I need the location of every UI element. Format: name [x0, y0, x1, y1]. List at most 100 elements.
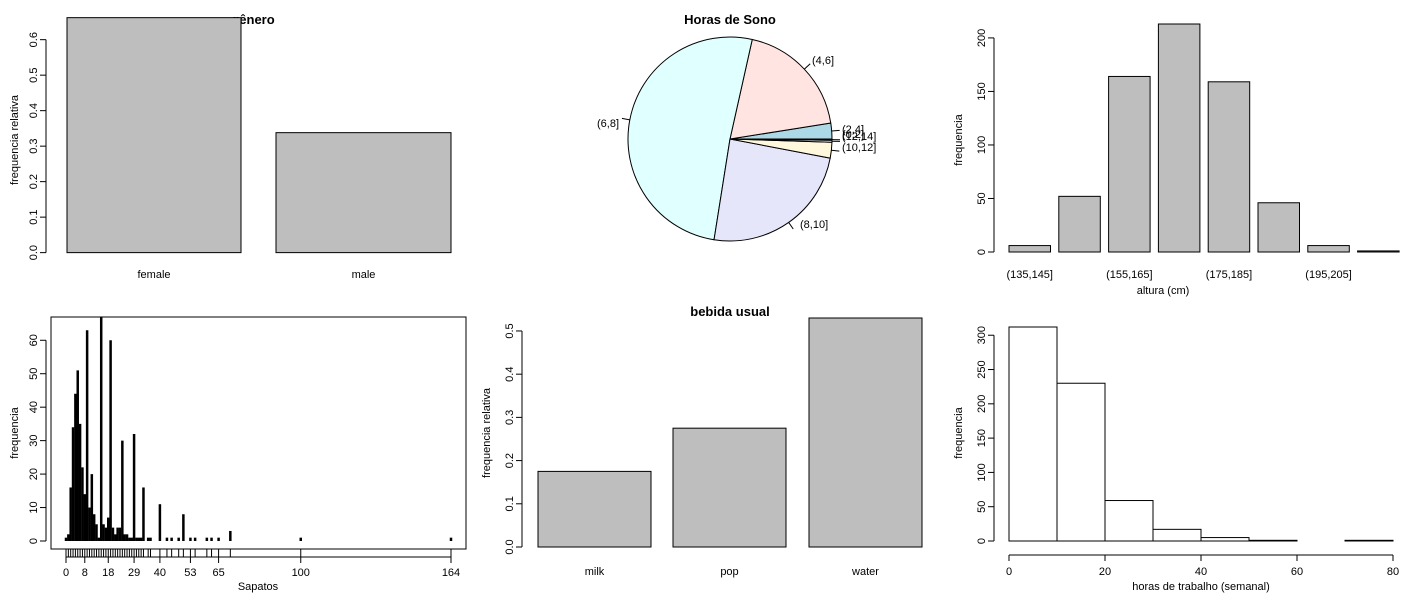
y-tick-label: 0.0: [504, 539, 516, 554]
y-tick-label: 0: [976, 538, 988, 544]
x-category-label: male: [352, 269, 376, 281]
y-tick-label: 0.5: [504, 323, 516, 338]
x-category-label: (135,145]: [1007, 269, 1053, 281]
x-category-label: (175,185]: [1206, 269, 1252, 281]
y-axis-label: frequencia: [953, 406, 965, 458]
y-tick-label: 10: [28, 501, 40, 513]
x-tick-label: 164: [442, 567, 460, 579]
y-tick-label: 0.4: [28, 103, 40, 118]
y-tick-label: 0: [28, 538, 40, 544]
y-tick-label: 20: [28, 468, 40, 480]
x-category-label: water: [851, 566, 879, 578]
x-tick-label: 29: [128, 567, 140, 579]
bar-water: [809, 318, 922, 547]
x-category-label: female: [137, 269, 170, 281]
histogram-bin: [1201, 538, 1249, 541]
bar-(175,185]: [1208, 82, 1250, 252]
y-tick-label: 60: [28, 334, 40, 346]
x-tick-label: 8: [82, 567, 88, 579]
y-axis-label: frequencia: [953, 113, 965, 165]
y-tick-label: 100: [976, 136, 988, 154]
y-tick-label: 250: [976, 360, 988, 378]
chart-title: bebida usual: [690, 304, 769, 319]
bar-(195,205]: [1308, 246, 1350, 252]
y-tick-label: 0: [976, 249, 988, 255]
histogram-bin: [1105, 501, 1153, 541]
histogram-bin: [1345, 540, 1393, 541]
y-tick-label: 30: [28, 435, 40, 447]
x-category-label: (155,165]: [1106, 269, 1152, 281]
y-tick-label: 100: [976, 463, 988, 481]
y-tick-label: 0.3: [28, 138, 40, 153]
y-tick-label: 50: [28, 368, 40, 380]
pie-label: (10,12]: [842, 142, 876, 154]
histogram-bin: [1009, 327, 1057, 541]
chart-altura: (135,145] (155,165] (175,185] (195,205] 0 50 1…: [953, 24, 1399, 297]
y-tick-label: 0.3: [504, 410, 516, 425]
y-tick-label: 150: [976, 429, 988, 447]
x-tick-label: 65: [212, 567, 224, 579]
y-tick-label: 0.1: [504, 496, 516, 511]
x-tick-label: 0: [1006, 566, 1012, 578]
bar-(165,175]: [1158, 24, 1200, 252]
pie-leader: [831, 150, 839, 151]
pie-leader: [622, 118, 630, 119]
plot-box: [51, 317, 466, 549]
histogram-bin: [1153, 529, 1201, 541]
x-category-label: pop: [720, 566, 738, 578]
pie-label: (0,2]: [842, 129, 864, 141]
pie-label: (4,6]: [812, 55, 834, 67]
bar-(135,145]: [1009, 246, 1051, 252]
x-category-label: milk: [585, 566, 605, 578]
histogram-bin: [1249, 540, 1297, 541]
bar-(205,215]: [1358, 251, 1400, 252]
y-axis-label: frequencia relativa: [481, 387, 493, 478]
bar-milk: [538, 471, 651, 547]
x-tick-label: 60: [1291, 566, 1303, 578]
x-axis-label: Sapatos: [238, 581, 279, 593]
chart-sapatos: 0 8 18 29 40 53 65 100 164 0 10 20 30 40 50 60 Sapatos fr…: [9, 317, 466, 593]
chart-title: Horas de Sono: [684, 12, 776, 27]
y-tick-label: 50: [976, 501, 988, 513]
x-tick-label: 20: [1099, 566, 1111, 578]
y-axis-label: frequencia: [9, 406, 21, 458]
x-tick-label: 40: [154, 567, 166, 579]
pie-label: (6,8]: [597, 118, 619, 130]
chart-bebida-usual: bebida usual milk pop water 0.0 0.1 0.2 0.3 0.4 0…: [481, 304, 922, 578]
pie-leader: [832, 130, 840, 131]
y-tick-label: 0.2: [504, 453, 516, 468]
y-tick-label: 0.1: [28, 209, 40, 224]
x-tick-label: 100: [292, 567, 310, 579]
bar-(155,165]: [1109, 76, 1151, 252]
bar-female: [67, 18, 241, 253]
bar-(185,195]: [1258, 203, 1300, 252]
x-tick-label: 18: [102, 567, 114, 579]
y-tick-label: 0.0: [28, 245, 40, 260]
pie-leader: [804, 64, 810, 69]
y-tick-label: 50: [976, 192, 988, 204]
y-tick-label: 200: [976, 29, 988, 47]
y-tick-label: 40: [28, 401, 40, 413]
x-tick-label: 53: [184, 567, 196, 579]
y-tick-label: 0.5: [28, 68, 40, 83]
pie-leader: [789, 222, 794, 229]
chart-horas-de-trabalho: 0 20 40 60 80 0 50 100 150 200 250 300 horas de trab…: [953, 326, 1399, 593]
y-axis-label: frequencia relativa: [9, 94, 21, 185]
bar-pop: [673, 428, 786, 547]
y-tick-label: 200: [976, 395, 988, 413]
x-category-label: (195,205]: [1305, 269, 1351, 281]
x-tick-label: 80: [1387, 566, 1399, 578]
x-axis-label: altura (cm): [1137, 285, 1190, 297]
pie-label: (8,10]: [800, 219, 828, 231]
bar-male: [276, 133, 451, 253]
y-tick-label: 0.4: [504, 367, 516, 382]
y-tick-label: 0.2: [28, 174, 40, 189]
x-tick-label: 40: [1195, 566, 1207, 578]
chart-horas-de-sono: Horas de Sono (2,4] (4,6] (6,8] (8,10] (10,12…: [597, 12, 876, 241]
histogram-bin: [1057, 383, 1105, 541]
y-tick-label: 300: [976, 326, 988, 344]
y-tick-label: 150: [976, 82, 988, 100]
bar-(145,155]: [1059, 196, 1101, 252]
x-tick-label: 0: [63, 567, 69, 579]
